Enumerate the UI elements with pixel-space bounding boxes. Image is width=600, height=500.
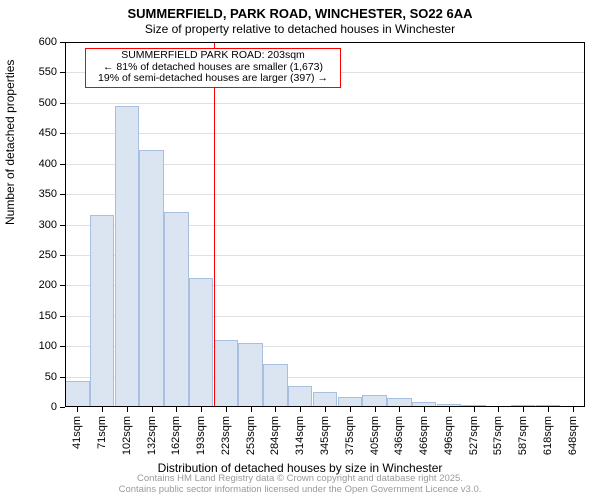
reference-annotation: SUMMERFIELD PARK ROAD: 203sqm← 81% of de… — [85, 48, 341, 88]
source-line: Contains public sector information licen… — [0, 485, 600, 496]
histogram-bar — [115, 106, 140, 407]
histogram-bar — [139, 150, 164, 407]
y-tick-label: 200 — [25, 279, 57, 291]
x-tick — [424, 407, 425, 412]
grid-line — [65, 103, 585, 104]
x-tick — [449, 407, 450, 412]
histogram-bar — [263, 364, 288, 407]
y-tick-label: 0 — [25, 401, 57, 413]
y-tick-label: 250 — [25, 249, 57, 261]
y-tick-label: 300 — [25, 219, 57, 231]
y-tick-label: 550 — [25, 66, 57, 78]
chart-subtitle: Size of property relative to detached ho… — [0, 22, 600, 36]
histogram-bar — [90, 215, 115, 407]
axis-frame — [584, 42, 585, 407]
y-tick-label: 350 — [25, 188, 57, 200]
x-tick — [275, 407, 276, 412]
y-tick-label: 50 — [25, 371, 57, 383]
histogram-bar — [288, 386, 313, 407]
histogram-bar — [189, 278, 214, 407]
reference-line — [214, 42, 215, 407]
annotation-line: 19% of semi-detached houses are larger (… — [88, 73, 338, 85]
y-tick — [60, 407, 65, 408]
axis-frame — [65, 42, 66, 407]
x-tick — [375, 407, 376, 412]
x-tick — [226, 407, 227, 412]
plot-area: 05010015020025030035040045050055060041sq… — [65, 42, 585, 407]
x-tick — [399, 407, 400, 412]
x-tick — [152, 407, 153, 412]
x-tick — [573, 407, 574, 412]
x-tick — [548, 407, 549, 412]
histogram-bar — [164, 212, 189, 407]
y-tick-label: 100 — [25, 340, 57, 352]
x-tick — [176, 407, 177, 412]
annotation-line: SUMMERFIELD PARK ROAD: 203sqm — [88, 50, 338, 62]
x-tick — [102, 407, 103, 412]
x-tick — [201, 407, 202, 412]
axis-frame — [65, 406, 585, 407]
chart-title: SUMMERFIELD, PARK ROAD, WINCHESTER, SO22… — [0, 6, 600, 21]
x-tick — [474, 407, 475, 412]
x-tick — [498, 407, 499, 412]
x-tick — [523, 407, 524, 412]
axis-frame — [65, 42, 585, 43]
x-tick — [77, 407, 78, 412]
y-tick-label: 600 — [25, 36, 57, 48]
x-tick — [127, 407, 128, 412]
y-tick-label: 150 — [25, 310, 57, 322]
histogram-bar — [65, 381, 90, 407]
y-tick-label: 400 — [25, 158, 57, 170]
histogram-bar — [313, 392, 338, 407]
x-tick — [251, 407, 252, 412]
histogram-bar — [238, 343, 263, 407]
histogram-bar — [214, 340, 239, 407]
y-tick-label: 500 — [25, 97, 57, 109]
y-tick-label: 450 — [25, 127, 57, 139]
x-tick — [350, 407, 351, 412]
source-attribution: Contains HM Land Registry data © Crown c… — [0, 474, 600, 496]
grid-line — [65, 133, 585, 134]
x-tick — [300, 407, 301, 412]
x-tick — [325, 407, 326, 412]
